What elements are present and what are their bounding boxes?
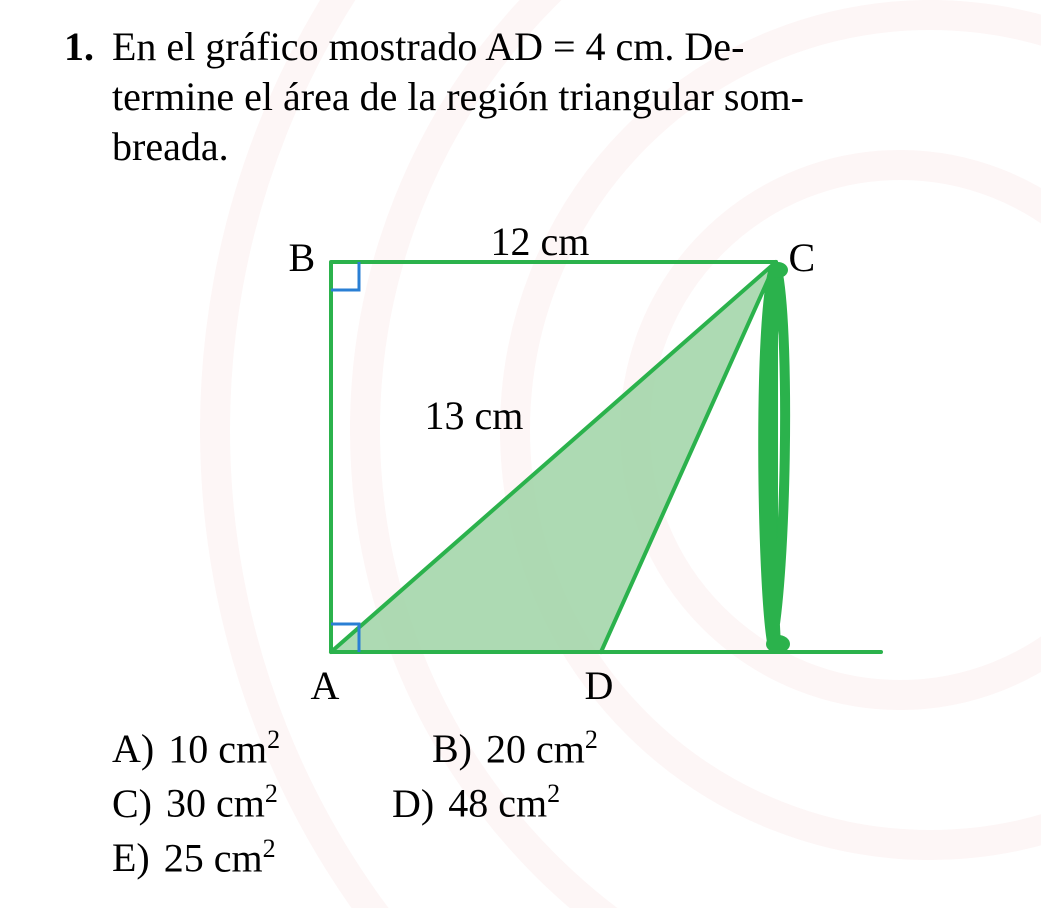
vertex-label-b: B	[289, 234, 316, 281]
length-label-diagonal: 13 cm	[425, 392, 524, 439]
problem-text: En el gráfico mostrado AD = 4 cm. De- te…	[112, 22, 1011, 172]
problem-number: 1.	[30, 22, 112, 72]
vertex-label-c: C	[789, 234, 816, 281]
vertex-label-a: A	[311, 662, 340, 709]
length-label-top: 12 cm	[491, 218, 590, 265]
answer-value: 10 cm2	[168, 722, 280, 776]
answer-choice-e: E) 25 cm2	[112, 831, 432, 885]
answer-letter: C)	[112, 777, 152, 831]
geometry-figure: B C A D 12 cm 13 cm	[111, 172, 931, 712]
answer-choice-d: D) 48 cm2	[392, 776, 692, 830]
answer-value: 25 cm2	[164, 831, 276, 885]
problem-line-3: breada.	[112, 124, 229, 169]
problem-statement: 1. En el gráfico mostrado AD = 4 cm. De-…	[30, 22, 1011, 172]
answer-choice-a: A) 10 cm2	[112, 722, 412, 776]
answer-letter: D)	[392, 777, 434, 831]
answer-letter: B)	[432, 722, 472, 776]
answer-value: 20 cm2	[486, 722, 598, 776]
answer-choices: A) 10 cm2 B) 20 cm2 C) 30 cm2 D) 48 cm2 …	[30, 722, 1011, 885]
answer-value: 48 cm2	[448, 776, 560, 830]
answer-letter: E)	[112, 831, 150, 885]
answer-choice-c: C) 30 cm2	[112, 776, 372, 830]
answer-choice-b: B) 20 cm2	[432, 722, 752, 776]
problem-line-2: termine el área de la región triangular …	[112, 74, 804, 119]
answer-value: 30 cm2	[166, 776, 278, 830]
answer-letter: A)	[112, 722, 154, 776]
vertex-label-d: D	[585, 662, 614, 709]
problem-line-1: En el gráfico mostrado AD = 4 cm. De-	[112, 24, 744, 69]
